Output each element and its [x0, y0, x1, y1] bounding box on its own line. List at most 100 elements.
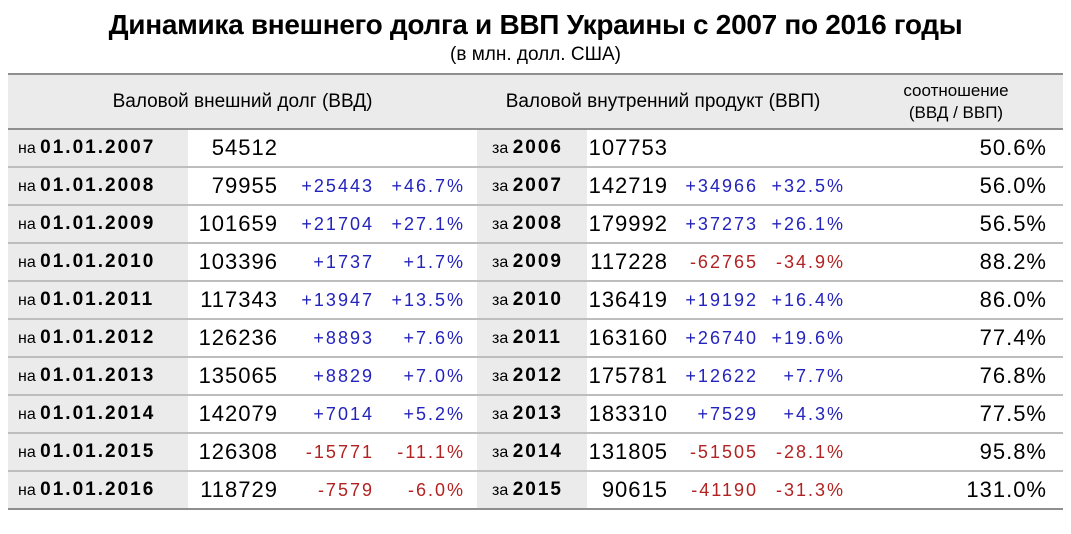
ratio-section-header: соотношение (ВВД / ВВП) — [849, 73, 1063, 130]
debt-gdp-ratio: 95.8% — [849, 433, 1063, 472]
debt-date-cell: на 01.01.2007 — [7, 129, 188, 168]
gdp-change: +19192 — [671, 281, 761, 320]
debt-gdp-ratio: 131.0% — [849, 471, 1063, 510]
gdp-percent: +26.1% — [761, 205, 849, 244]
gdp-year: 2010 — [512, 289, 563, 310]
ratio-header-line2: (ВВД / ВВП) — [908, 102, 1004, 122]
gdp-value: 131805 — [587, 433, 671, 472]
debt-date: 01.01.2008 — [40, 175, 156, 196]
gdp-year-prefix: за — [492, 330, 513, 347]
gdp-year: 2008 — [512, 213, 563, 234]
gdp-year: 2014 — [512, 441, 563, 462]
debt-date-prefix: на — [17, 254, 41, 271]
debt-date-cell: на 01.01.2016 — [7, 471, 188, 510]
debt-date-prefix: на — [17, 406, 41, 423]
debt-percent: +46.7% — [377, 167, 477, 206]
debt-change — [282, 129, 378, 168]
table-row: на 01.01.2011 117343 +13947 +13.5% за 2010 13… — [7, 281, 1063, 320]
table-row: на 01.01.2007 54512 за 2006 107753 50.6% — [7, 129, 1063, 168]
debt-change: +25443 — [282, 167, 378, 206]
debt-date-prefix: на — [17, 444, 41, 461]
gdp-value: 163160 — [587, 319, 671, 358]
table-row: на 01.01.2012 126236 +8893 +7.6% за 2011 1631… — [7, 319, 1063, 358]
debt-date-prefix: на — [17, 330, 41, 347]
debt-gdp-ratio: 56.0% — [849, 167, 1063, 206]
debt-value: 79955 — [187, 167, 283, 206]
gdp-value: 179992 — [587, 205, 671, 244]
debt-percent: +1.7% — [377, 243, 477, 282]
gdp-year-prefix: за — [492, 178, 513, 195]
debt-gdp-ratio: 88.2% — [849, 243, 1063, 282]
debt-date-prefix: на — [17, 216, 41, 233]
debt-date-cell: на 01.01.2009 — [7, 205, 188, 244]
gdp-percent — [761, 129, 849, 168]
debt-date-cell: на 01.01.2014 — [7, 395, 188, 434]
debt-value: 142079 — [187, 395, 283, 434]
debt-date-cell: на 01.01.2015 — [7, 433, 188, 472]
table-row: на 01.01.2014 142079 +7014 +5.2% за 2013 1833… — [7, 395, 1063, 434]
debt-date: 01.01.2016 — [40, 479, 156, 500]
debt-percent — [377, 129, 477, 168]
gdp-change: +26740 — [671, 319, 761, 358]
debt-percent: -6.0% — [377, 471, 477, 510]
gdp-value: 175781 — [587, 357, 671, 396]
debt-gdp-ratio: 77.5% — [849, 395, 1063, 434]
debt-date-cell: на 01.01.2011 — [7, 281, 188, 320]
ratio-header-line1: соотношение — [903, 81, 1009, 101]
gdp-change — [671, 129, 761, 168]
debt-value: 118729 — [187, 471, 283, 510]
gdp-change: +37273 — [671, 205, 761, 244]
debt-date-prefix: на — [17, 482, 41, 499]
gdp-year: 2009 — [512, 251, 563, 272]
debt-date-cell: на 01.01.2010 — [7, 243, 188, 282]
gdp-year-cell: за 2013 — [477, 395, 587, 434]
debt-date-prefix: на — [17, 292, 41, 309]
debt-date: 01.01.2010 — [40, 251, 156, 272]
gdp-change: -62765 — [671, 243, 761, 282]
gdp-year: 2006 — [512, 137, 563, 158]
gdp-year-prefix: за — [492, 444, 513, 461]
debt-value: 126236 — [187, 319, 283, 358]
debt-date: 01.01.2007 — [40, 137, 156, 158]
gdp-year-cell: за 2015 — [477, 471, 587, 510]
debt-percent: -11.1% — [377, 433, 477, 472]
debt-percent: +7.0% — [377, 357, 477, 396]
gdp-year-cell: за 2009 — [477, 243, 587, 282]
gdp-change: +12622 — [671, 357, 761, 396]
gdp-change: +7529 — [671, 395, 761, 434]
debt-gdp-ratio: 76.8% — [849, 357, 1063, 396]
debt-value: 54512 — [187, 129, 283, 168]
table-row: на 01.01.2009 101659 +21704 +27.1% за 2008 17… — [7, 205, 1063, 244]
debt-date-prefix: на — [17, 368, 41, 385]
gdp-year-cell: за 2008 — [477, 205, 587, 244]
table-row: на 01.01.2016 118729 -7579 -6.0% за 2015 9061… — [7, 471, 1063, 510]
gdp-change: -41190 — [671, 471, 761, 510]
gdp-percent: -28.1% — [761, 433, 849, 472]
debt-date-prefix: на — [17, 140, 41, 157]
debt-date: 01.01.2014 — [40, 403, 156, 424]
gdp-value: 136419 — [587, 281, 671, 320]
debt-date: 01.01.2011 — [40, 289, 155, 310]
gdp-year-cell: за 2007 — [477, 167, 587, 206]
gdp-section-header: Валовой внутренний продукт (ВВП) — [477, 73, 849, 130]
gdp-change: +34966 — [671, 167, 761, 206]
page-title: Динамика внешнего долга и ВВП Украины с … — [108, 9, 963, 40]
debt-date: 01.01.2013 — [40, 365, 156, 386]
debt-change: +13947 — [282, 281, 378, 320]
gdp-value: 90615 — [587, 471, 671, 510]
table-header: Валовой внешний долг (ВВД) Валовой внутр… — [7, 73, 1063, 130]
gdp-year-cell: за 2006 — [477, 129, 587, 168]
debt-gdp-table: Валовой внешний долг (ВВД) Валовой внутр… — [7, 73, 1063, 510]
debt-date-cell: на 01.01.2012 — [7, 319, 188, 358]
gdp-percent: +16.4% — [761, 281, 849, 320]
gdp-year: 2015 — [512, 479, 563, 500]
gdp-year-prefix: за — [492, 292, 513, 309]
table-row: на 01.01.2010 103396 +1737 +1.7% за 2009 1172… — [7, 243, 1063, 282]
gdp-value: 107753 — [587, 129, 671, 168]
debt-date-cell: на 01.01.2008 — [7, 167, 188, 206]
gdp-percent: +4.3% — [761, 395, 849, 434]
gdp-percent: +32.5% — [761, 167, 849, 206]
gdp-percent: +7.7% — [761, 357, 849, 396]
debt-date: 01.01.2012 — [40, 327, 156, 348]
gdp-year-prefix: за — [492, 216, 513, 233]
